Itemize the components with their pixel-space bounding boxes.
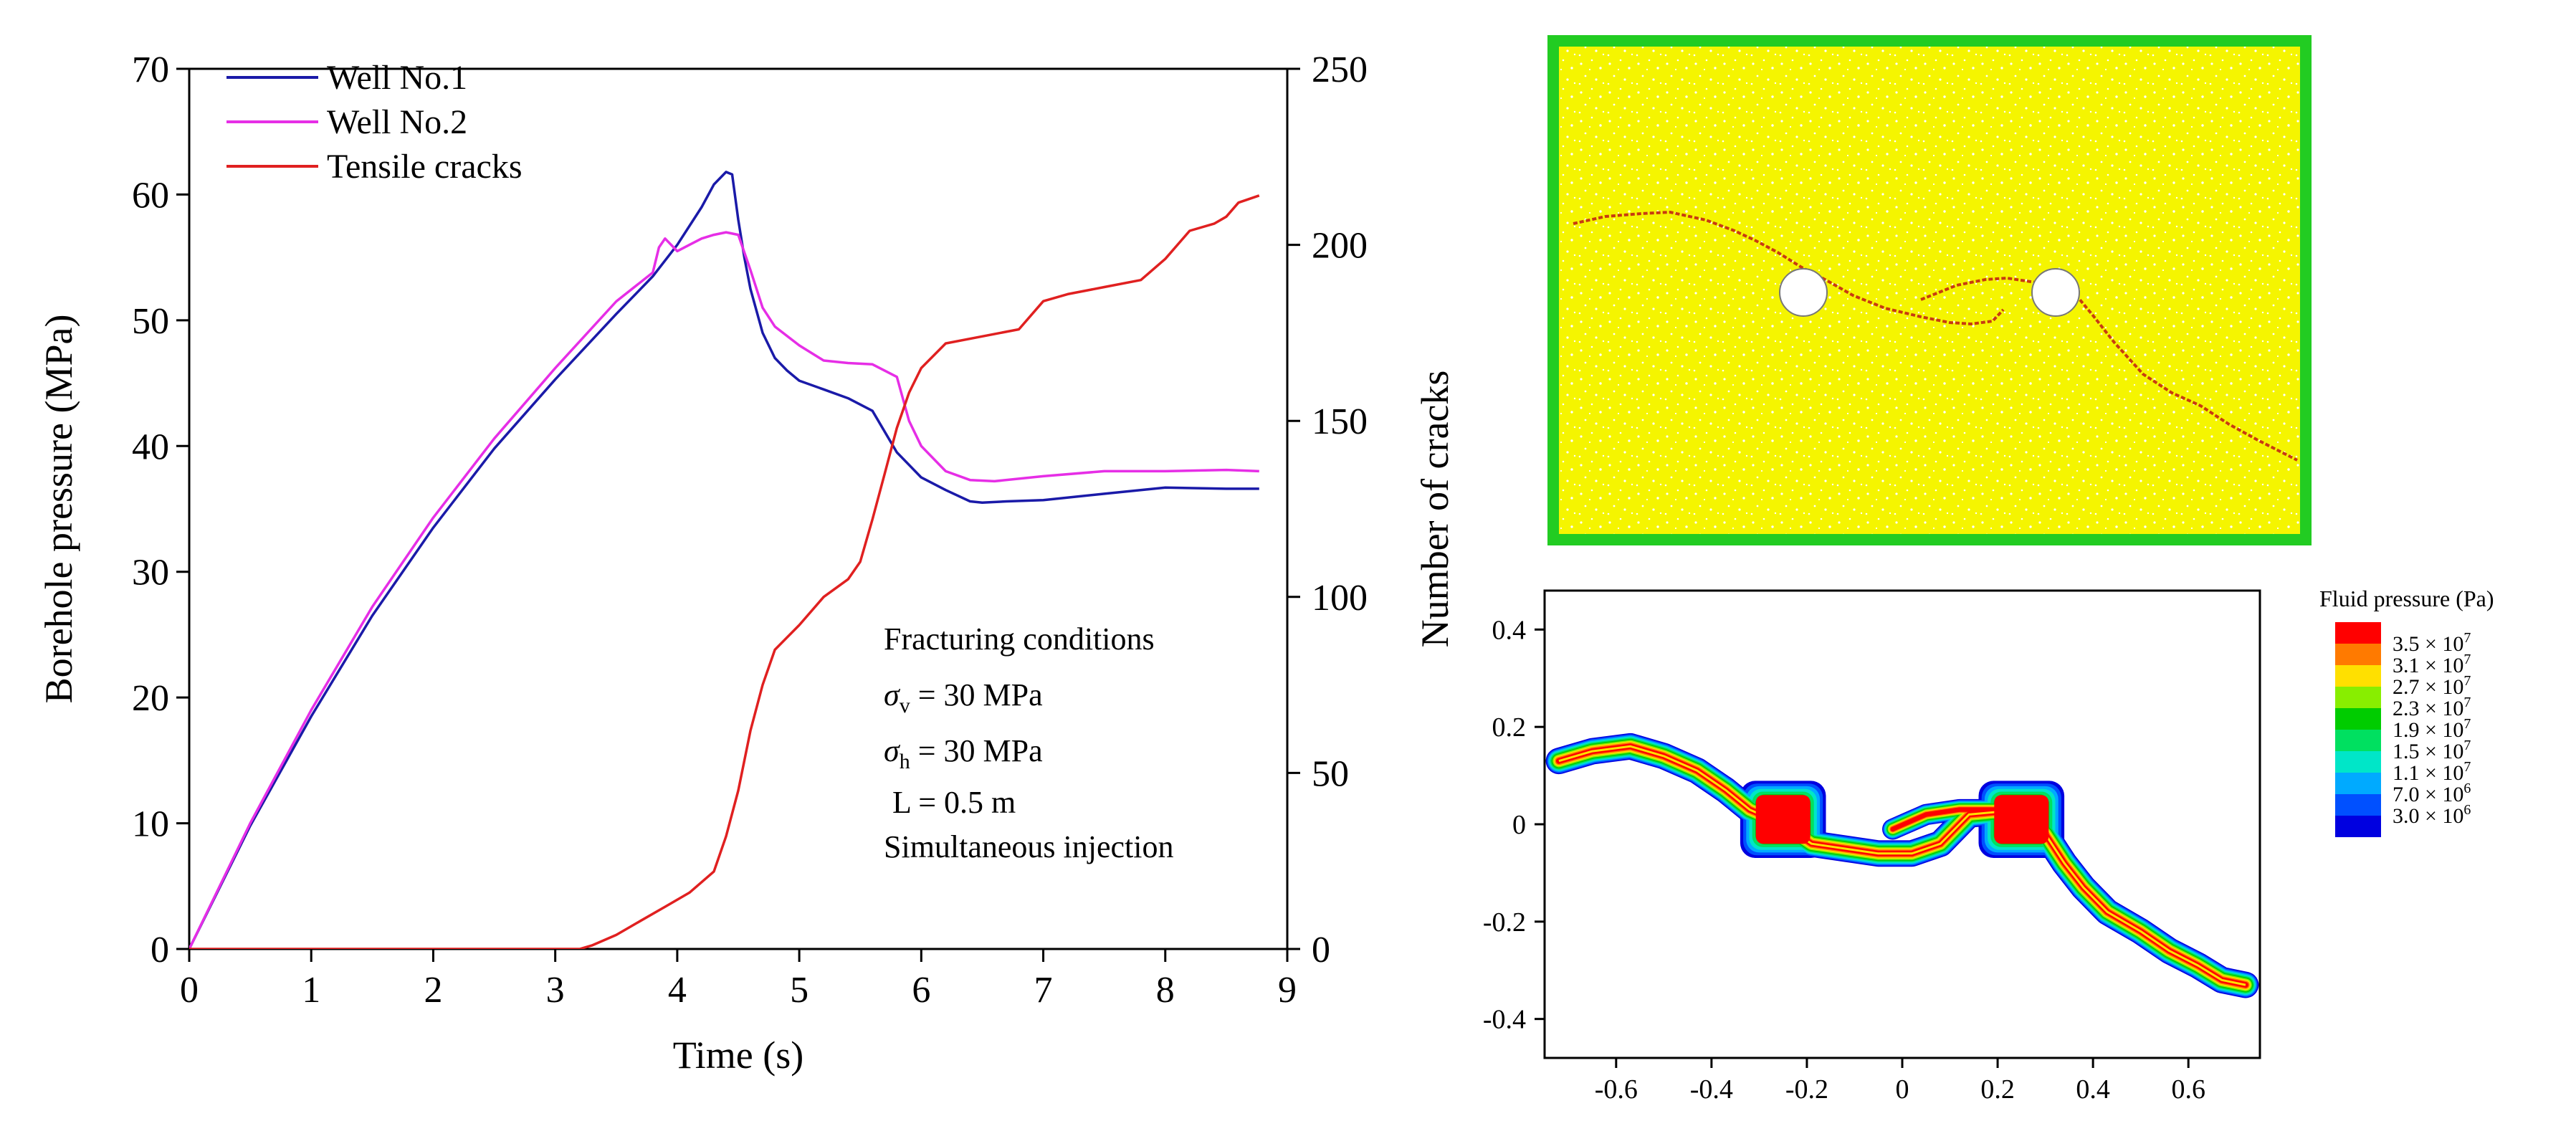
colorbar-label: 3.1 × 107 xyxy=(2393,652,2471,677)
colorbar-label: 2.3 × 107 xyxy=(2393,695,2471,720)
left-series-group xyxy=(189,171,1260,949)
y2-tick-label: 0 xyxy=(1312,930,1330,970)
y-tick-label: 10 xyxy=(132,804,169,845)
legend-label-well1: Well No.1 xyxy=(327,59,467,97)
x-tick-label: 2 xyxy=(424,970,442,1011)
y-tick-label: 70 xyxy=(132,49,169,90)
fluid-y-tick-label: 0 xyxy=(1512,810,1526,840)
x-tick-label: 0 xyxy=(180,970,199,1011)
fluid-x-tick-label: -0.4 xyxy=(1690,1074,1733,1105)
colorbar-swatch xyxy=(2335,794,2381,816)
y-tick-label: 50 xyxy=(132,301,169,342)
fluid-axis-ticks: -0.6 -0.4 -0.2 0 0.2 0.4 0.6 -0.4 -0.2 0 0.2 0.4 xyxy=(1483,615,2205,1105)
particle-model xyxy=(1547,35,2312,545)
x-tick-label: 3 xyxy=(546,970,565,1011)
colorbar-label: 1.1 × 107 xyxy=(2393,759,2471,785)
x-tick-label: 5 xyxy=(790,970,808,1011)
legend-item-well2: Well No.2 xyxy=(226,103,467,141)
conditions-sigma-h: σh = 30 MPa xyxy=(884,733,1043,773)
conditions-title: Fracturing conditions xyxy=(884,621,1155,657)
fluid-x-tick-label: 0.4 xyxy=(2076,1074,2110,1105)
colorbar-swatch xyxy=(2335,773,2381,794)
x-tick-label: 6 xyxy=(912,970,930,1011)
y2-tick-label: 50 xyxy=(1312,753,1349,794)
x-tick-label: 4 xyxy=(668,970,687,1011)
colorbar-swatch xyxy=(2335,644,2381,665)
conditions-sigma-v: σv = 30 MPa xyxy=(884,677,1043,717)
colorbar-label: 3.0 × 106 xyxy=(2393,802,2471,828)
colorbar-swatch xyxy=(2335,730,2381,751)
colorbar-swatch xyxy=(2335,687,2381,708)
series-line-tensile-cracks xyxy=(189,194,1260,949)
pressure-chart: 0 1 2 3 4 5 6 7 8 9010203040506070050100150200250… xyxy=(37,49,1456,1077)
legend: Well No.1 Well No.2 Tensile cracks xyxy=(226,59,523,186)
y2-tick-label: 200 xyxy=(1312,226,1368,267)
x-tick-label: 7 xyxy=(1034,970,1053,1011)
legend-item-cracks: Tensile cracks xyxy=(226,148,523,186)
fluid-y-tick-label: -0.2 xyxy=(1483,907,1526,938)
colorbar-label: 7.0 × 106 xyxy=(2393,781,2471,806)
fluid-x-tick-label: -0.2 xyxy=(1785,1074,1828,1105)
pressure-plot-frame xyxy=(188,67,1289,950)
series-line-well1 xyxy=(189,171,1259,949)
y-tick-label: 60 xyxy=(132,175,169,216)
legend-label-cracks: Tensile cracks xyxy=(327,148,523,186)
y2-tick-label: 250 xyxy=(1312,49,1368,90)
fluid-y-tick-label: 0.2 xyxy=(1492,712,1527,743)
fluid-x-tick-label: 0.2 xyxy=(1980,1074,2015,1105)
y-tick-label: 30 xyxy=(132,553,169,593)
fluid-x-tick-label: 0 xyxy=(1896,1074,1909,1105)
colorbar-label: 1.9 × 107 xyxy=(2393,716,2471,742)
fluid-x-tick-label: -0.6 xyxy=(1595,1074,1638,1105)
series-line-well2 xyxy=(189,231,1259,949)
colorbar-label: 2.7 × 107 xyxy=(2393,673,2471,699)
borehole-well2 xyxy=(2031,268,2080,317)
colorbar-swatch xyxy=(2335,751,2381,773)
tensile-crack-trace xyxy=(1573,210,2298,462)
fluid-y-tick-label: 0.4 xyxy=(1492,615,1527,645)
colorbar-swatch xyxy=(2335,665,2381,687)
borehole-pressure-core xyxy=(1755,795,1811,844)
y-tick-label: 40 xyxy=(132,426,169,467)
y-tick-label: 0 xyxy=(151,930,169,970)
fluid-y-tick-label: -0.4 xyxy=(1483,1005,1526,1035)
fracturing-conditions: Fracturing conditions σv = 30 MPa σh = 3… xyxy=(884,621,1174,864)
colorbar-label: 1.5 × 107 xyxy=(2393,738,2471,763)
y2-tick-label: 150 xyxy=(1312,401,1368,442)
colorbar-swatch xyxy=(2335,816,2381,837)
fluid-x-tick-label: 0.6 xyxy=(2171,1074,2205,1105)
legend-label-well2: Well No.2 xyxy=(327,103,467,141)
x-tick-label: 1 xyxy=(302,970,320,1011)
conditions-length: L = 0.5 m xyxy=(892,785,1016,820)
colorbar-swatch xyxy=(2335,622,2381,644)
x-tick-label: 9 xyxy=(1278,970,1297,1011)
y-axis-label: Borehole pressure (MPa) xyxy=(37,315,80,704)
fluid-band xyxy=(1545,733,2259,998)
fluid-core xyxy=(1558,745,2246,986)
x-axis-label: Time (s) xyxy=(673,1034,804,1077)
fluid-pressure-plot: -0.6 -0.4 -0.2 0 0.2 0.4 0.6 -0.4 -0.2 0 0.2 0.4 Fl… xyxy=(1483,586,2494,1105)
borehole-pressure-core xyxy=(1994,795,2049,844)
colorbar-label: 3.5 × 107 xyxy=(2393,630,2471,656)
colorbar-title: Fluid pressure (Pa) xyxy=(2319,586,2494,611)
y2-tick-label: 100 xyxy=(1312,578,1368,619)
x-tick-label: 8 xyxy=(1156,970,1175,1011)
legend-item-well1: Well No.1 xyxy=(226,59,467,97)
y2-axis-label: Number of cracks xyxy=(1413,371,1456,648)
y-tick-label: 20 xyxy=(132,678,169,719)
fluid-pressure-field xyxy=(1545,733,2259,998)
specimen-body xyxy=(1559,47,2300,534)
borehole-well1 xyxy=(1779,268,1828,317)
colorbar-swatch xyxy=(2335,708,2381,730)
conditions-injection: Simultaneous injection xyxy=(884,829,1174,864)
